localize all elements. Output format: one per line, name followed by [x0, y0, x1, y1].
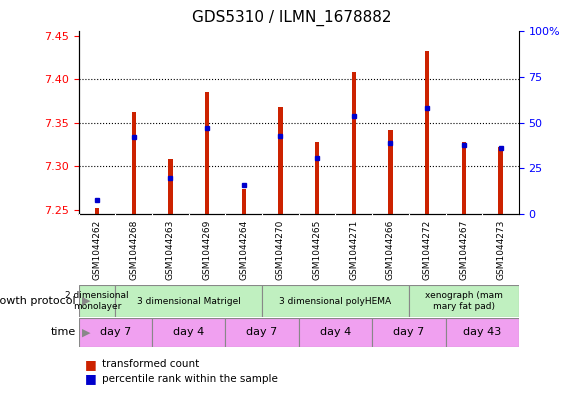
Bar	[95, 208, 99, 214]
Bar	[409, 285, 519, 317]
Text: GSM1044271: GSM1044271	[349, 219, 359, 279]
Text: 3 dimensional polyHEMA: 3 dimensional polyHEMA	[279, 297, 392, 305]
Text: day 7: day 7	[100, 327, 131, 338]
Bar	[79, 285, 115, 317]
Text: 3 dimensional Matrigel: 3 dimensional Matrigel	[137, 297, 241, 305]
Text: day 4: day 4	[173, 327, 205, 338]
Text: day 7: day 7	[393, 327, 424, 338]
Text: GSM1044262: GSM1044262	[93, 219, 101, 279]
Bar	[79, 318, 152, 347]
Text: GSM1044265: GSM1044265	[312, 219, 322, 279]
Bar	[132, 112, 136, 214]
Text: GSM1044272: GSM1044272	[423, 219, 431, 279]
Bar	[498, 147, 503, 214]
Bar	[278, 107, 283, 214]
Text: ■: ■	[85, 372, 96, 386]
Bar	[352, 72, 356, 214]
Text: 2 dimensional
monolayer: 2 dimensional monolayer	[65, 291, 129, 311]
Bar	[462, 142, 466, 214]
Bar	[226, 318, 299, 347]
Text: GSM1044264: GSM1044264	[239, 219, 248, 279]
Bar	[205, 92, 209, 214]
Text: ▶: ▶	[82, 296, 90, 306]
Bar	[115, 285, 262, 317]
Text: GSM1044270: GSM1044270	[276, 219, 285, 279]
Text: ■: ■	[85, 358, 96, 371]
Bar	[425, 51, 429, 214]
Bar	[388, 130, 393, 214]
Bar	[241, 189, 246, 214]
Bar	[372, 318, 445, 347]
Text: growth protocol: growth protocol	[0, 296, 76, 306]
Text: GDS5310 / ILMN_1678882: GDS5310 / ILMN_1678882	[192, 10, 391, 26]
Bar	[152, 318, 226, 347]
Text: day 4: day 4	[320, 327, 351, 338]
Bar	[315, 142, 319, 214]
Text: GSM1044266: GSM1044266	[386, 219, 395, 279]
Text: GSM1044268: GSM1044268	[129, 219, 138, 279]
Text: transformed count: transformed count	[102, 359, 199, 369]
Text: ▶: ▶	[82, 327, 90, 338]
Bar	[168, 160, 173, 214]
Text: percentile rank within the sample: percentile rank within the sample	[102, 374, 278, 384]
Text: xenograph (mam
mary fat pad): xenograph (mam mary fat pad)	[425, 291, 503, 311]
Bar	[298, 318, 372, 347]
Text: time: time	[51, 327, 76, 338]
Text: GSM1044273: GSM1044273	[496, 219, 505, 279]
Text: day 43: day 43	[463, 327, 501, 338]
Text: GSM1044267: GSM1044267	[459, 219, 468, 279]
Bar	[445, 318, 519, 347]
Text: GSM1044269: GSM1044269	[202, 219, 212, 279]
Text: GSM1044263: GSM1044263	[166, 219, 175, 279]
Text: day 7: day 7	[247, 327, 278, 338]
Bar	[262, 285, 409, 317]
